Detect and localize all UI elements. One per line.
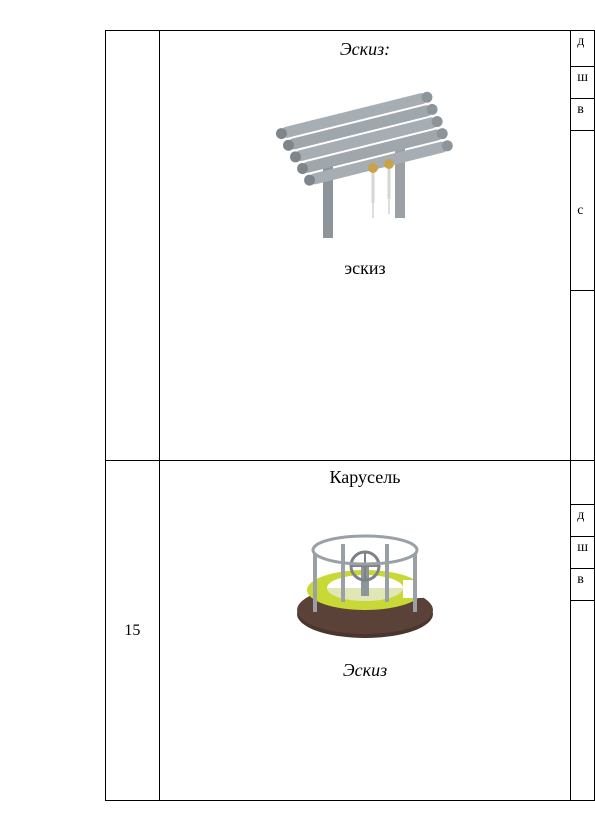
edge-label: с: [577, 204, 588, 218]
table-row: 15 Карусель: [106, 461, 595, 505]
row2-caption: Эскиз: [166, 660, 564, 681]
row1-image: [166, 68, 564, 248]
row2-edge-2: в: [571, 569, 595, 601]
row1-edge-0: д: [571, 31, 595, 67]
edge-label: в: [577, 573, 588, 587]
row1-edge-1: ш: [571, 67, 595, 99]
edge-label: д: [577, 509, 588, 523]
row2-spacer: [166, 681, 564, 771]
row2-title: Карусель: [166, 467, 564, 488]
row2-edge-0: д: [571, 505, 595, 537]
table-row: Эскиз:: [106, 31, 595, 67]
row1-edge-4: [571, 291, 595, 461]
row2-edge-1: ш: [571, 537, 595, 569]
edge-label: ш: [577, 541, 588, 555]
row1-edge-2: в: [571, 99, 595, 131]
row1-spacer: [166, 279, 564, 399]
row1-caption: эскиз: [166, 258, 564, 279]
row1-main-cell: Эскиз:: [159, 31, 570, 461]
row2-edge-3: [571, 601, 595, 801]
row1-edge-3: с: [571, 131, 595, 291]
carousel-icon: [275, 494, 455, 654]
row1-title: Эскиз:: [166, 39, 564, 60]
row2-edge-blank: [571, 461, 595, 505]
row2-main-cell: Карусель: [159, 461, 570, 801]
edge-label: д: [577, 35, 588, 49]
page: Эскиз:: [0, 0, 595, 830]
edge-label: ш: [577, 71, 588, 85]
row1-number-cell: [106, 31, 160, 461]
row2-number-cell: 15: [106, 461, 160, 801]
document-table: Эскиз:: [105, 30, 595, 801]
row2-image: [166, 494, 564, 654]
edge-label: в: [577, 103, 588, 117]
row2-number: 15: [124, 622, 140, 639]
xylophone-icon: [255, 68, 475, 248]
